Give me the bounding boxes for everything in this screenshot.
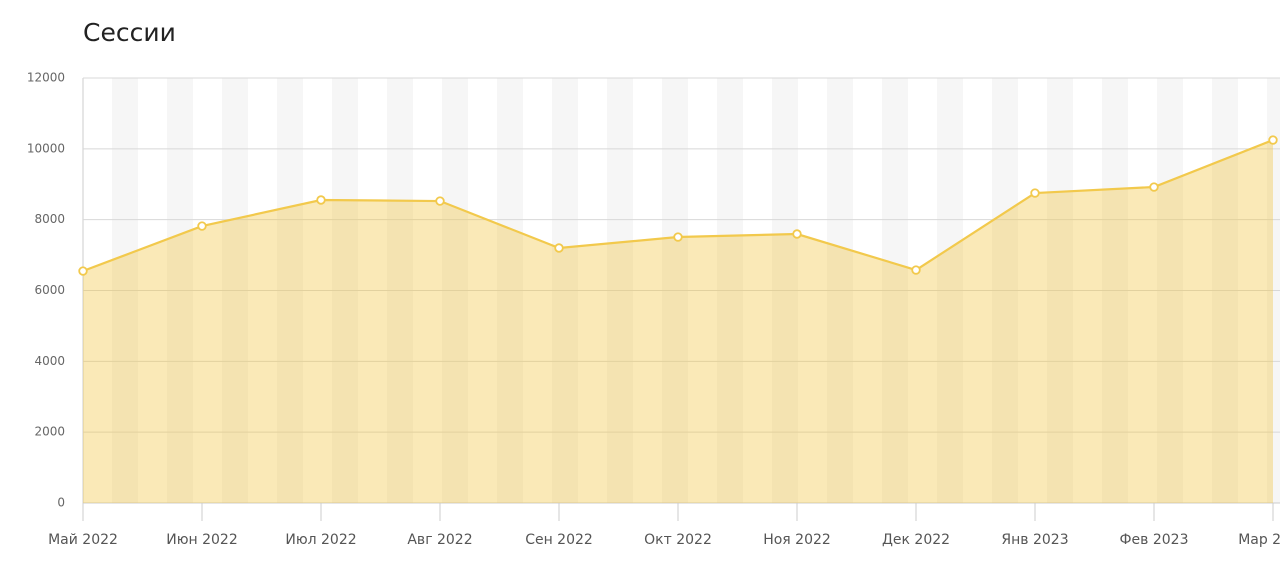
point	[1268, 135, 1278, 145]
y-tick-label: 10000	[27, 141, 65, 155]
point	[1030, 188, 1040, 198]
x-tick-label: Июл 2022	[285, 532, 356, 548]
x-tick-label: Ноя 2022	[763, 532, 831, 548]
point	[435, 196, 445, 206]
y-tick-label: 2000	[34, 425, 65, 439]
point	[911, 265, 921, 275]
area-fill	[83, 140, 1273, 503]
y-tick-label: 4000	[34, 354, 65, 368]
chart-title: Сессии	[83, 18, 176, 47]
point	[673, 232, 683, 242]
x-tick-label: Окт 2022	[644, 532, 712, 548]
x-tick-label: Июн 2022	[166, 532, 238, 548]
x-tick-label: Сен 2022	[525, 532, 593, 548]
point	[1149, 182, 1159, 192]
y-tick-label: 12000	[27, 71, 65, 85]
y-tick-label: 6000	[34, 283, 65, 297]
point	[78, 266, 88, 276]
y-tick-label: 8000	[34, 212, 65, 226]
point	[197, 221, 207, 231]
point	[792, 229, 802, 239]
x-tick-label: Янв 2023	[1001, 532, 1068, 548]
x-tick-label: Май 2022	[48, 532, 118, 548]
point	[554, 243, 564, 253]
x-tick-label: Авг 2022	[407, 532, 472, 548]
x-tick-label: Мар 2023	[1238, 532, 1280, 548]
y-tick-label: 0	[57, 496, 65, 510]
x-tick-label: Дек 2022	[882, 532, 950, 548]
x-tick-label: Фев 2023	[1120, 532, 1189, 548]
point	[316, 195, 326, 205]
